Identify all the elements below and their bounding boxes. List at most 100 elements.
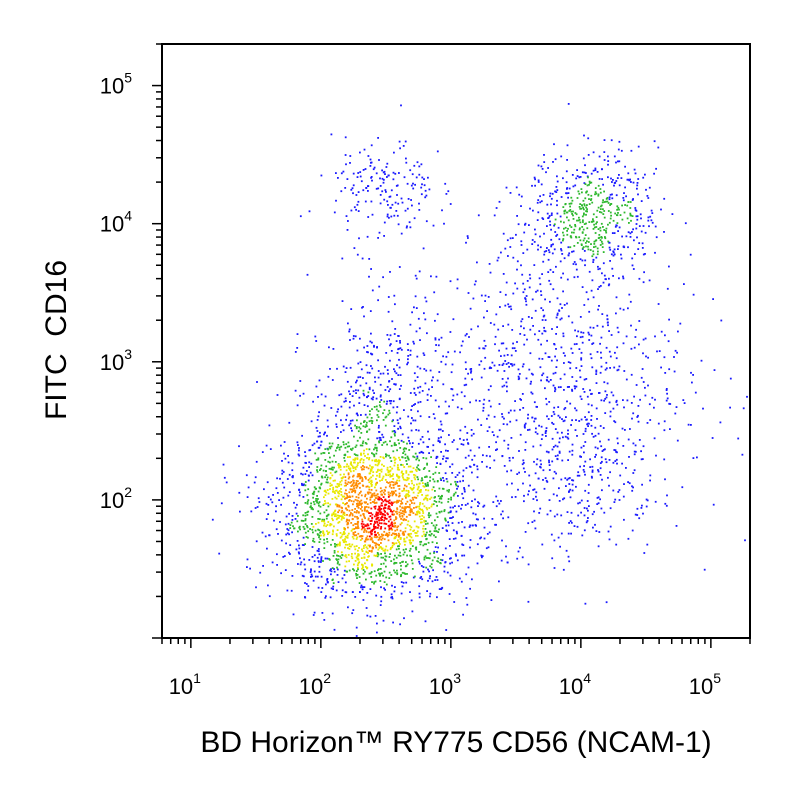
data-point (452, 494, 455, 497)
data-point (544, 352, 547, 355)
data-point (405, 515, 408, 518)
data-point (539, 459, 542, 462)
data-point (398, 488, 401, 490)
data-point (489, 455, 491, 458)
data-point (445, 524, 447, 527)
data-point (331, 466, 334, 469)
data-point (397, 335, 400, 337)
data-point (304, 514, 307, 517)
data-point (317, 435, 320, 438)
data-point (395, 372, 398, 375)
data-point (405, 581, 408, 584)
data-point (355, 465, 358, 468)
data-point (626, 178, 629, 181)
data-point (581, 341, 584, 344)
data-point (404, 508, 406, 511)
data-point (528, 474, 531, 477)
data-point (502, 342, 505, 345)
data-point (361, 306, 363, 309)
data-point (395, 516, 397, 518)
data-point (544, 298, 546, 301)
data-point (430, 496, 433, 499)
data-point (361, 588, 364, 591)
data-point (323, 431, 326, 434)
data-point (378, 476, 381, 478)
data-point (635, 215, 638, 218)
data-point (428, 416, 431, 418)
data-point (391, 494, 394, 497)
x-tick-label: 105 (689, 670, 721, 699)
data-point (443, 510, 446, 513)
data-point (637, 145, 640, 148)
data-point (456, 532, 458, 535)
data-point (481, 555, 484, 557)
data-point (533, 420, 536, 423)
data-point (365, 550, 368, 553)
data-point (310, 420, 313, 423)
data-point (379, 535, 382, 538)
data-point (607, 223, 609, 226)
data-point (452, 394, 455, 397)
data-point (428, 534, 431, 536)
data-point (317, 561, 320, 563)
data-point (580, 244, 583, 246)
data-point (347, 532, 350, 535)
data-point (451, 399, 454, 401)
data-point (310, 573, 313, 576)
data-point (596, 247, 599, 250)
data-point (527, 413, 529, 416)
data-point (363, 148, 366, 151)
data-point (622, 275, 624, 278)
data-point (488, 399, 491, 402)
data-point (568, 483, 571, 485)
data-point (356, 499, 359, 502)
data-point (426, 497, 429, 500)
data-point (368, 572, 371, 575)
data-point (416, 510, 419, 513)
data-point (367, 517, 370, 520)
data-point (389, 553, 391, 555)
data-point (553, 406, 556, 409)
data-point (634, 172, 637, 175)
data-point (422, 441, 425, 444)
data-point (432, 224, 435, 227)
data-point (382, 513, 385, 515)
data-point (460, 443, 463, 445)
data-point (438, 500, 441, 503)
data-point (370, 481, 373, 483)
data-point (607, 210, 610, 212)
data-point (596, 447, 599, 450)
data-point (533, 488, 536, 491)
data-point (525, 377, 528, 380)
data-point (338, 448, 341, 451)
data-point (385, 565, 387, 568)
data-point (374, 484, 377, 486)
data-point (418, 512, 421, 515)
data-point (398, 479, 401, 482)
data-point (303, 563, 306, 566)
data-point (324, 459, 327, 461)
data-point (580, 446, 583, 449)
data-point (373, 345, 375, 348)
data-point (471, 378, 473, 381)
data-point (453, 493, 456, 495)
data-point (357, 562, 360, 565)
data-point (539, 246, 542, 249)
data-point (435, 275, 438, 278)
data-point (420, 540, 423, 543)
data-point (600, 222, 603, 225)
data-point (371, 538, 373, 540)
data-point (594, 446, 597, 449)
data-point (375, 452, 378, 455)
data-point (440, 497, 443, 500)
data-point (623, 192, 625, 194)
data-point (319, 487, 322, 490)
data-point (412, 455, 415, 458)
data-point (634, 450, 637, 453)
data-point (425, 457, 428, 460)
data-point (609, 415, 612, 418)
data-point (367, 453, 369, 456)
data-point (407, 473, 410, 476)
data-point (420, 479, 423, 482)
data-point (413, 507, 415, 509)
